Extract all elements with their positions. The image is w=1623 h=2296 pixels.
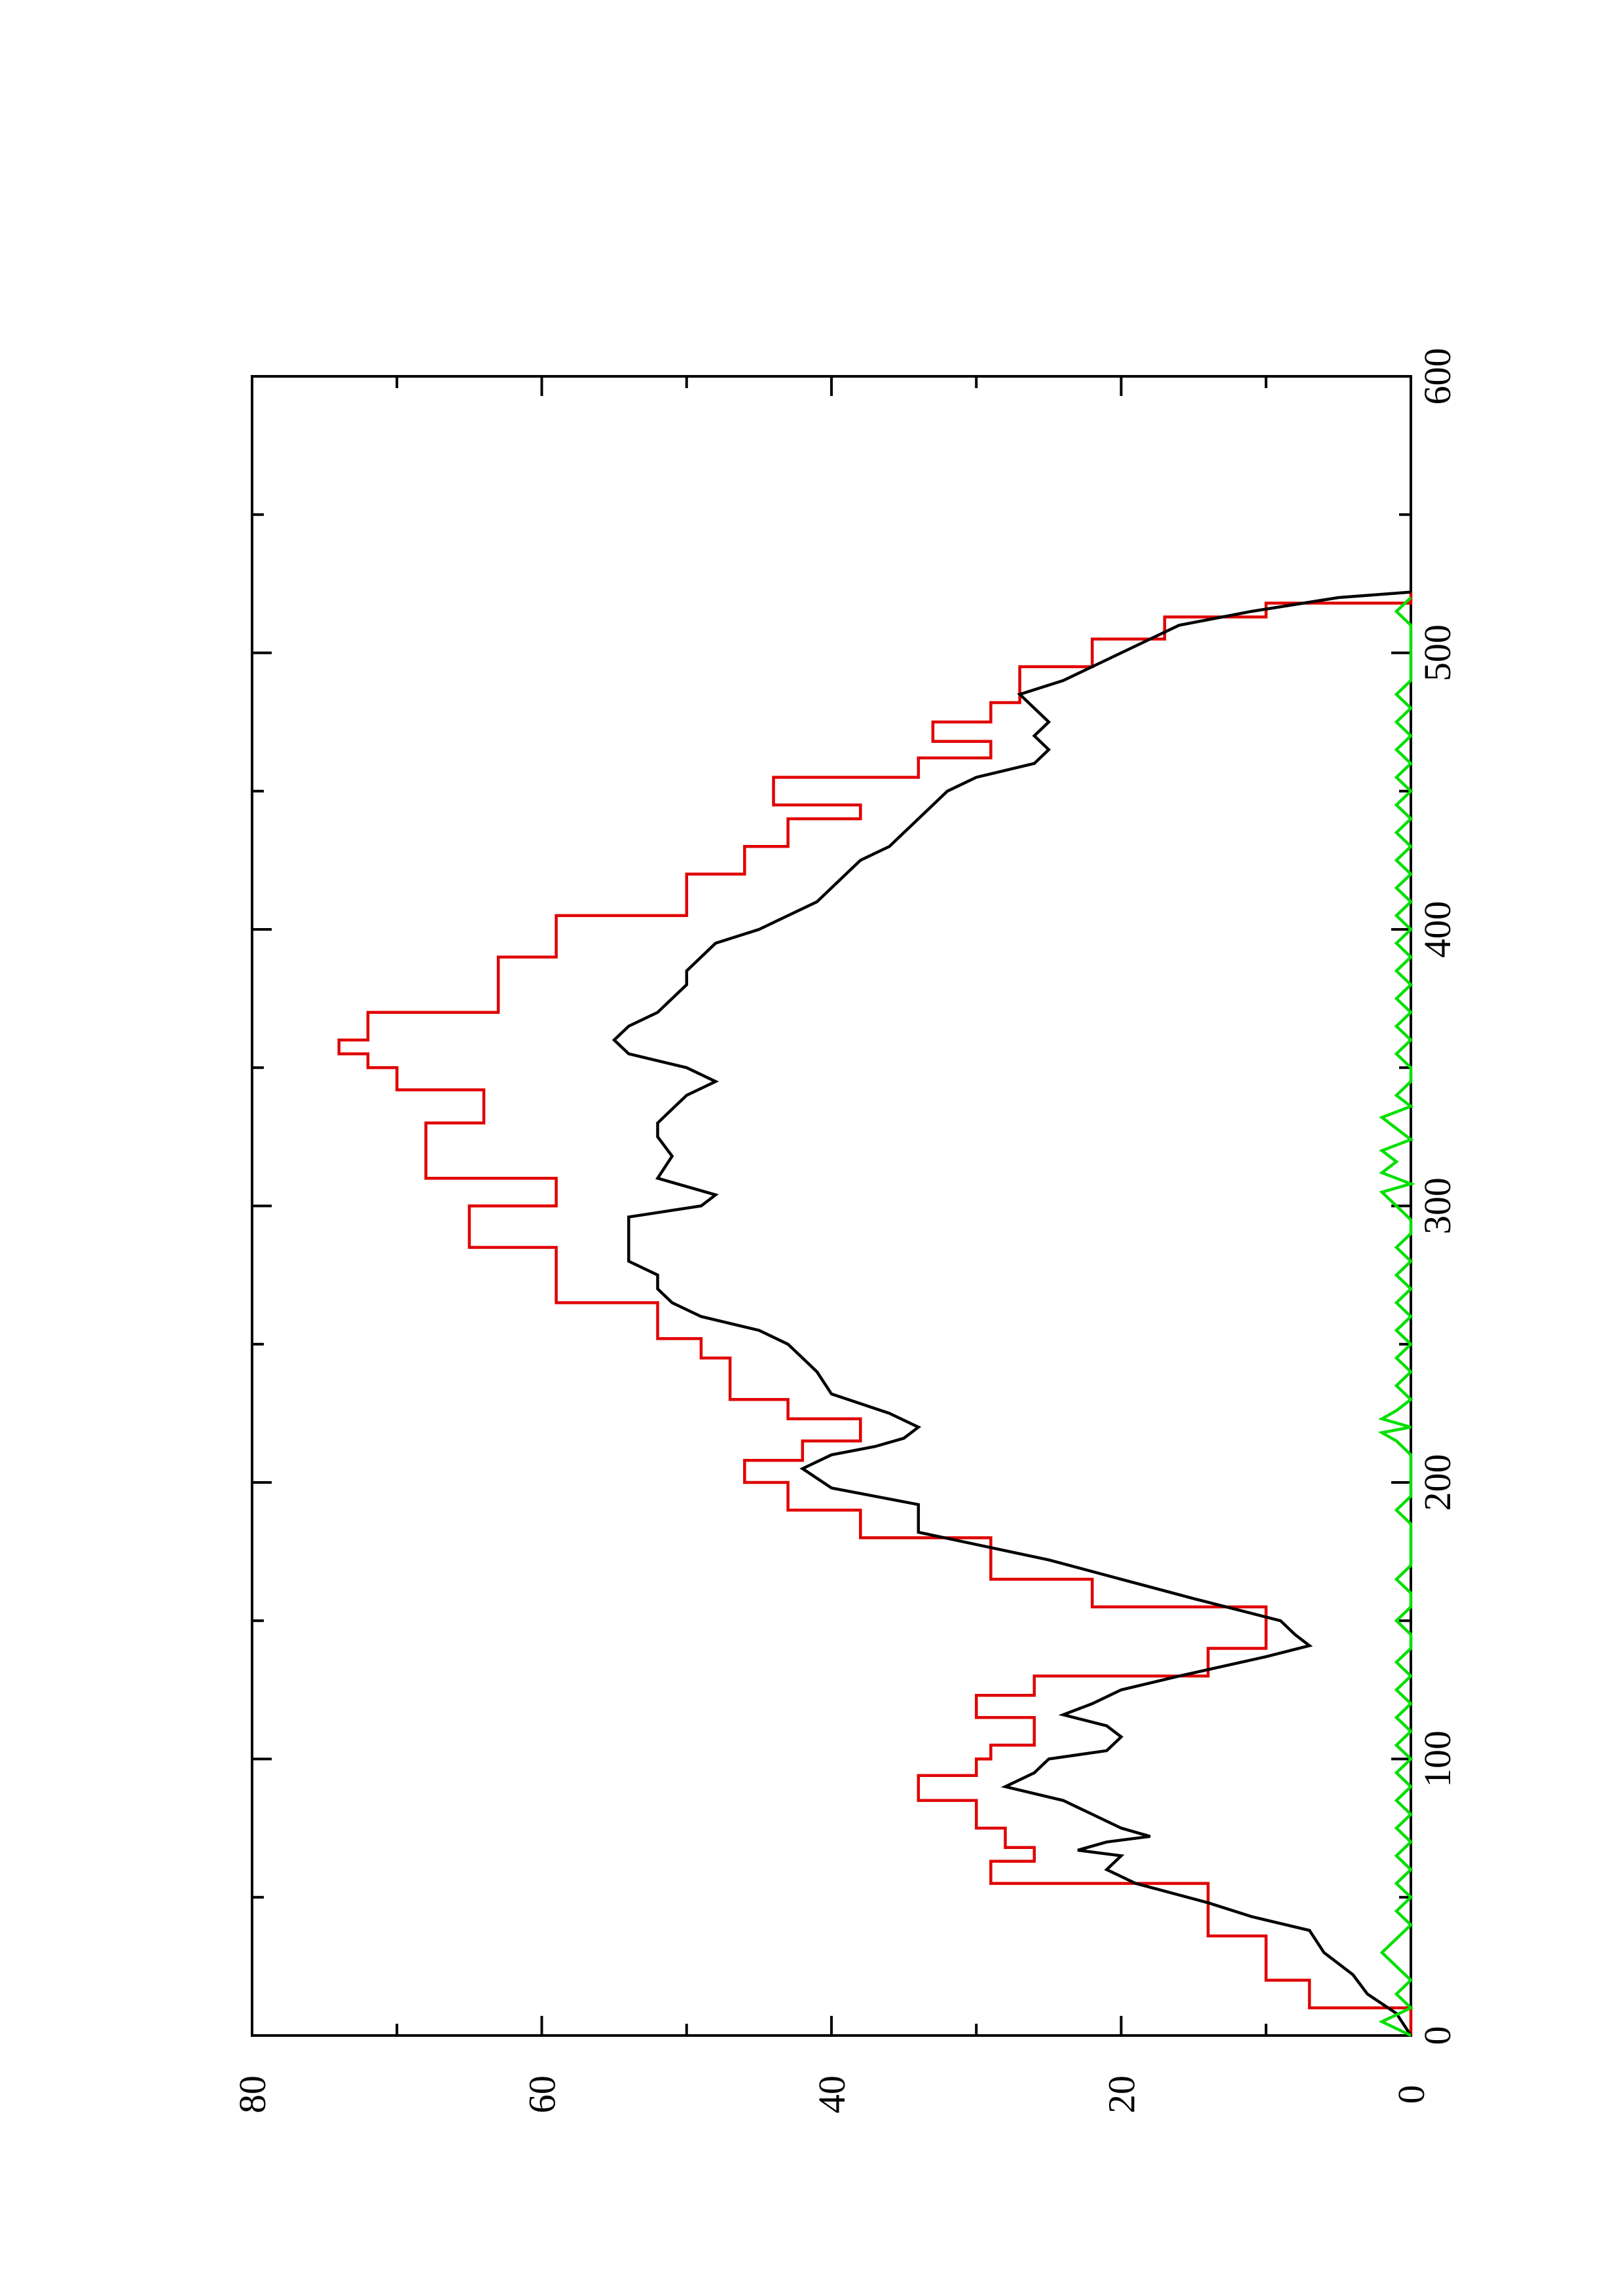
x-tick-label: 0 [1416, 2026, 1459, 2045]
x-tick-label: 500 [1416, 624, 1459, 681]
series-line-1 [337, 592, 1413, 2036]
y-tick-label: 60 [521, 2075, 564, 2113]
x-tick-label: 300 [1416, 1177, 1459, 1234]
y-tick-label: 0 [1390, 2085, 1432, 2104]
x-tick-label: 400 [1416, 901, 1459, 958]
tick-labels: 0 100 200 300 400 500 600 0 20 40 60 80 [231, 348, 1459, 2114]
x-tick-label: 600 [1416, 348, 1459, 405]
plot-frame [251, 375, 1412, 2037]
series-group [337, 590, 1416, 2037]
series-line-2 [611, 590, 1412, 2037]
y-tick-label: 20 [1101, 2075, 1143, 2113]
x-tick-label: 100 [1416, 1731, 1459, 1787]
y-tick-label: 80 [231, 2075, 274, 2113]
axis-ticks [251, 375, 1412, 2037]
y-tick-label: 40 [811, 2075, 853, 2113]
x-tick-label: 200 [1416, 1454, 1459, 1511]
series-line-3 [1377, 596, 1416, 2037]
